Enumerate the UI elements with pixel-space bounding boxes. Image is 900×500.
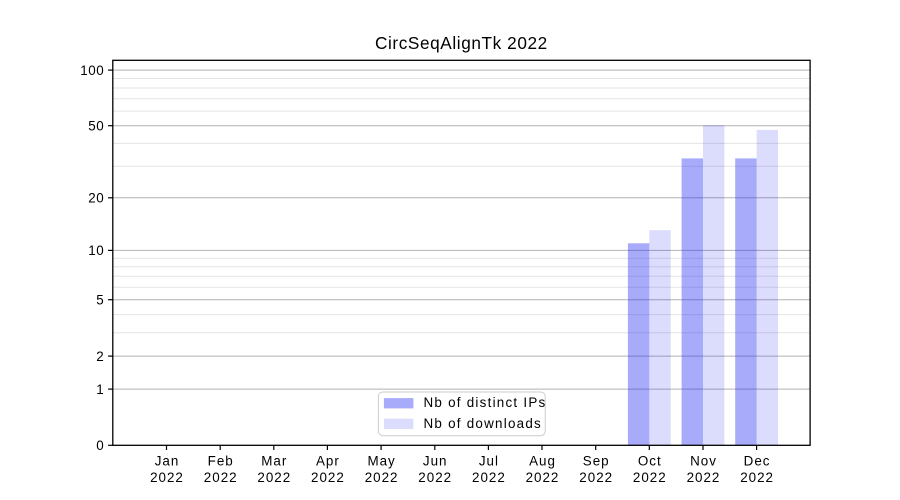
svg-text:2022: 2022: [687, 470, 721, 485]
svg-text:Feb: Feb: [208, 453, 234, 468]
svg-text:Aug: Aug: [529, 453, 556, 468]
svg-text:0: 0: [96, 438, 104, 453]
svg-text:100: 100: [80, 63, 104, 78]
svg-text:Jun: Jun: [423, 453, 448, 468]
svg-text:Jul: Jul: [479, 453, 499, 468]
svg-text:2022: 2022: [472, 470, 506, 485]
svg-text:2022: 2022: [365, 470, 399, 485]
svg-text:5: 5: [96, 292, 104, 307]
svg-text:Sep: Sep: [583, 453, 610, 468]
svg-text:2022: 2022: [311, 470, 345, 485]
svg-text:May: May: [367, 453, 395, 468]
svg-text:2022: 2022: [418, 470, 452, 485]
svg-text:2022: 2022: [740, 470, 774, 485]
svg-text:Oct: Oct: [638, 453, 662, 468]
svg-text:2022: 2022: [204, 470, 238, 485]
svg-text:2: 2: [96, 349, 104, 364]
svg-text:2022: 2022: [526, 470, 560, 485]
svg-text:Dec: Dec: [744, 453, 771, 468]
svg-text:CircSeqAlignTk 2022: CircSeqAlignTk 2022: [375, 33, 548, 53]
svg-text:10: 10: [88, 243, 104, 258]
svg-text:2022: 2022: [579, 470, 613, 485]
svg-text:1: 1: [96, 382, 104, 397]
svg-text:50: 50: [88, 118, 104, 133]
svg-text:Nov: Nov: [690, 453, 717, 468]
svg-text:2022: 2022: [150, 470, 184, 485]
svg-text:Mar: Mar: [261, 453, 287, 468]
svg-text:2022: 2022: [257, 470, 291, 485]
svg-text:Nb of downloads: Nb of downloads: [424, 416, 543, 431]
svg-text:Nb of distinct IPs: Nb of distinct IPs: [424, 395, 547, 410]
svg-text:Jan: Jan: [155, 453, 180, 468]
svg-text:20: 20: [88, 191, 104, 206]
svg-text:2022: 2022: [633, 470, 667, 485]
svg-text:Apr: Apr: [316, 453, 340, 468]
